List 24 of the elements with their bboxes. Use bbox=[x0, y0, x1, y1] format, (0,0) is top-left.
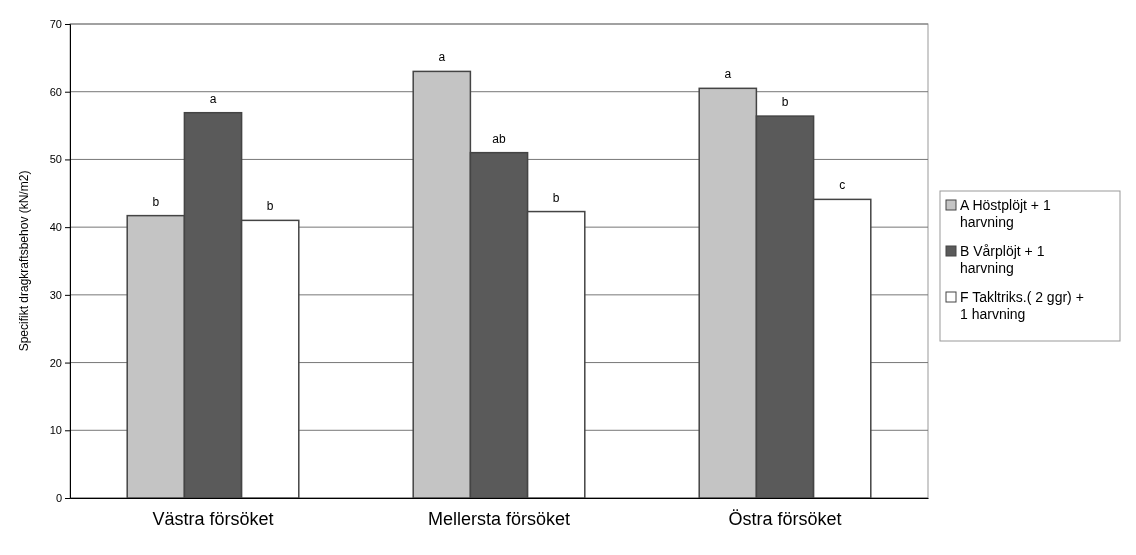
legend-label: B Vårplöjt + 1 harvning bbox=[960, 243, 1045, 276]
y-tick-label: 10 bbox=[49, 424, 62, 437]
x-tick-label: Östra försöket bbox=[728, 508, 842, 529]
data-label: b bbox=[781, 95, 789, 110]
y-tick-label: 70 bbox=[49, 18, 62, 31]
data-label: a bbox=[209, 91, 217, 106]
data-label: b bbox=[552, 190, 560, 205]
y-tick-label: 40 bbox=[49, 221, 62, 234]
y-tick-label: 60 bbox=[49, 85, 62, 98]
y-tick-label: 30 bbox=[49, 288, 62, 301]
data-label: ab bbox=[492, 131, 506, 146]
legend-label: F Takltriks.( 2 ggr) + 1 harvning bbox=[960, 289, 1084, 322]
x-tick-label: Västra försöket bbox=[152, 508, 274, 529]
y-tick-label: 50 bbox=[49, 153, 62, 166]
y-tick-label: 20 bbox=[49, 356, 62, 369]
data-label: a bbox=[438, 50, 446, 65]
legend-label: A Höstplöjt + 1 harvning bbox=[960, 197, 1051, 230]
y-tick-label: 0 bbox=[55, 492, 62, 505]
data-label: b bbox=[152, 194, 160, 209]
y-axis-title: Specifikt dragkraftsbehov (kN/m2) bbox=[17, 170, 31, 352]
x-tick-label: Mellersta försöket bbox=[427, 508, 571, 529]
data-label: c bbox=[839, 178, 846, 193]
data-label: b bbox=[266, 199, 274, 214]
data-label: a bbox=[724, 67, 732, 82]
